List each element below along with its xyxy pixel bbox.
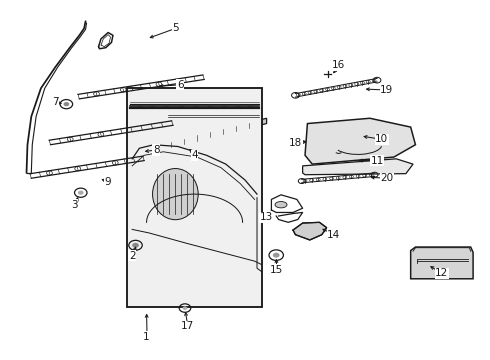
Bar bbox=[193, 106, 198, 109]
Text: 14: 14 bbox=[327, 230, 341, 240]
Bar bbox=[222, 106, 227, 109]
Bar bbox=[164, 106, 169, 109]
Text: 8: 8 bbox=[153, 145, 159, 155]
Polygon shape bbox=[293, 222, 327, 240]
Text: 5: 5 bbox=[172, 23, 179, 33]
Circle shape bbox=[273, 253, 280, 258]
Text: 16: 16 bbox=[332, 60, 345, 70]
Circle shape bbox=[183, 306, 187, 310]
Text: 13: 13 bbox=[260, 212, 273, 222]
Polygon shape bbox=[303, 159, 413, 175]
Text: 15: 15 bbox=[270, 265, 283, 275]
Bar bbox=[179, 106, 184, 109]
Text: 3: 3 bbox=[71, 200, 78, 210]
Text: 7: 7 bbox=[52, 98, 59, 107]
Text: 19: 19 bbox=[380, 85, 393, 95]
Bar bbox=[208, 106, 212, 109]
Circle shape bbox=[132, 243, 139, 248]
Ellipse shape bbox=[275, 202, 287, 208]
Text: 9: 9 bbox=[105, 177, 111, 187]
Text: 10: 10 bbox=[375, 134, 389, 144]
Polygon shape bbox=[127, 88, 262, 307]
Text: 11: 11 bbox=[370, 156, 384, 166]
Polygon shape bbox=[166, 118, 267, 148]
Bar bbox=[236, 106, 241, 109]
Text: 18: 18 bbox=[289, 138, 302, 148]
Text: 6: 6 bbox=[177, 80, 183, 90]
Text: 1: 1 bbox=[143, 332, 150, 342]
Bar bbox=[248, 106, 253, 109]
Ellipse shape bbox=[152, 168, 198, 220]
Circle shape bbox=[64, 102, 69, 106]
Text: 17: 17 bbox=[181, 321, 194, 332]
Text: 20: 20 bbox=[380, 173, 393, 183]
Polygon shape bbox=[305, 118, 416, 164]
Bar bbox=[150, 106, 155, 109]
Text: 2: 2 bbox=[129, 251, 135, 261]
Bar bbox=[138, 106, 143, 109]
Text: 4: 4 bbox=[191, 150, 198, 160]
Polygon shape bbox=[411, 247, 473, 279]
Bar bbox=[292, 139, 302, 143]
Text: 12: 12 bbox=[435, 269, 448, 279]
Circle shape bbox=[78, 190, 84, 195]
